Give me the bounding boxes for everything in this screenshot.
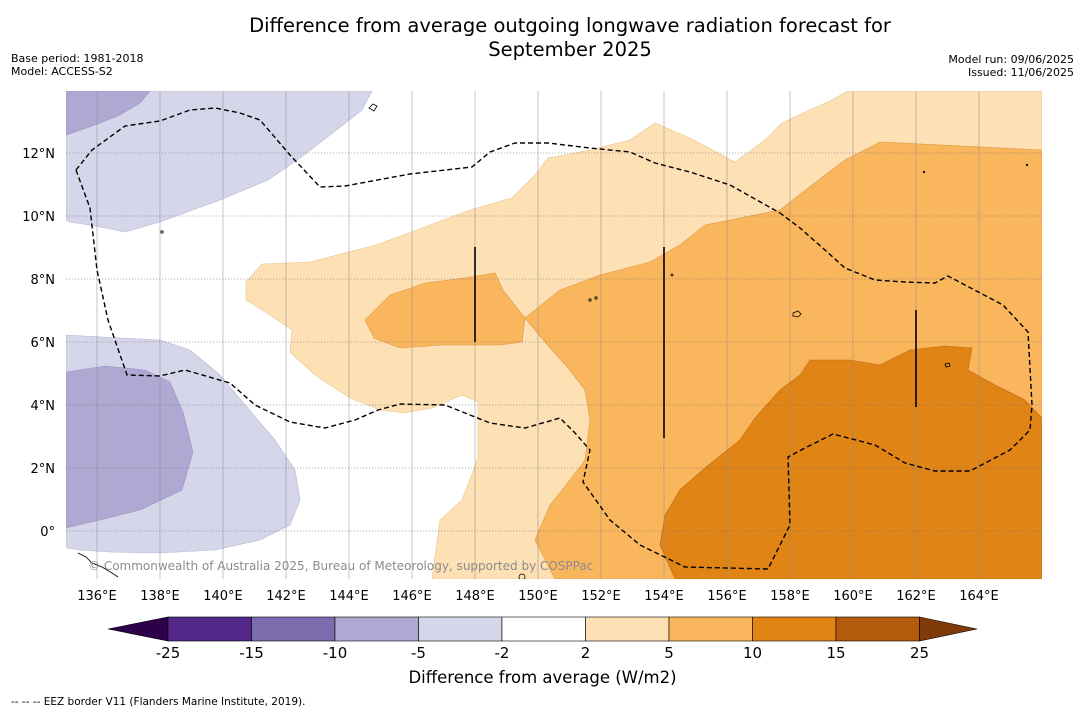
base-period: Base period: 1981-2018 bbox=[11, 52, 144, 65]
lon-tick: 160°E bbox=[833, 589, 873, 604]
parallel-lines bbox=[66, 152, 1042, 532]
copyright-text: © Commonwealth of Australia 2025, Bureau… bbox=[88, 559, 593, 573]
contour-neg-mid-north bbox=[66, 91, 151, 136]
model-name: Model: ACCESS-S2 bbox=[11, 65, 113, 78]
lon-tick: 138°E bbox=[140, 589, 180, 604]
lon-tick: 142°E bbox=[266, 589, 306, 604]
lon-tick: 144°E bbox=[329, 589, 369, 604]
eez-border-west-south bbox=[75, 169, 1033, 570]
colorbar-swatch bbox=[752, 616, 837, 642]
colorbar-high-extend bbox=[919, 616, 978, 642]
colorbar-swatch bbox=[334, 616, 419, 642]
contour-neg-mid-south bbox=[66, 365, 194, 529]
meta-right: Model run: 09/06/2025 Issued: 11/06/2025 bbox=[948, 53, 1074, 79]
colorbar-swatch bbox=[585, 616, 670, 642]
map-title: Difference from average outgoing longwav… bbox=[140, 14, 1000, 62]
islands bbox=[77, 103, 1029, 579]
eez-border-west bbox=[75, 107, 781, 214]
model-run: Model run: 09/06/2025 bbox=[948, 53, 1074, 66]
colorbar-tick: 15 bbox=[826, 644, 845, 662]
colorbar-swatch bbox=[418, 616, 503, 642]
lat-tick: 10°N bbox=[22, 210, 55, 225]
lon-tick: 162°E bbox=[896, 589, 936, 604]
lon-tick: 148°E bbox=[455, 589, 495, 604]
lat-tick: 8°N bbox=[31, 273, 56, 288]
lon-tick: 164°E bbox=[959, 589, 999, 604]
lon-tick: 156°E bbox=[707, 589, 747, 604]
colorbar-swatch bbox=[251, 616, 336, 642]
colorbar-tick: 25 bbox=[910, 644, 929, 662]
lon-tick: 146°E bbox=[392, 589, 432, 604]
issued-date: Issued: 11/06/2025 bbox=[967, 66, 1074, 79]
lat-tick: 0° bbox=[40, 525, 55, 540]
colorbar: -25 -15 -10 -5 -2 2 5 10 15 25 bbox=[107, 616, 978, 662]
colorbar-tick: -15 bbox=[239, 644, 264, 662]
colorbar-swatch bbox=[167, 616, 252, 642]
colorbar-tick: -10 bbox=[323, 644, 348, 662]
lon-tick: 150°E bbox=[518, 589, 558, 604]
colorbar-swatch bbox=[668, 616, 753, 642]
colorbar-label: Difference from average (W/m2) bbox=[408, 668, 677, 687]
colorbar-tick-labels: -25 -15 -10 -5 -2 2 5 10 15 25 bbox=[156, 644, 929, 662]
colorbar-tick: 2 bbox=[581, 644, 591, 662]
footnote: -- -- -- EEZ border V11 (Flanders Marine… bbox=[11, 696, 306, 708]
lon-tick: 136°E bbox=[77, 589, 117, 604]
contour-pos-dark bbox=[659, 345, 1042, 579]
lat-tick: 6°N bbox=[31, 336, 56, 351]
lon-tick: 140°E bbox=[203, 589, 243, 604]
colorbar-tick: 10 bbox=[743, 644, 762, 662]
colorbar-tick: 5 bbox=[664, 644, 674, 662]
map-area: © Commonwealth of Australia 2025, Bureau… bbox=[66, 91, 1042, 579]
colorbar-low-extend bbox=[107, 616, 169, 642]
colorbar-tick: -2 bbox=[495, 644, 510, 662]
colorbar-tick: -25 bbox=[156, 644, 181, 662]
lon-tick: 158°E bbox=[770, 589, 810, 604]
marker-lines bbox=[474, 247, 917, 438]
colorbar-swatch bbox=[835, 616, 920, 642]
lat-tick: 4°N bbox=[31, 399, 56, 414]
colorbar-swatch bbox=[501, 616, 586, 642]
colorbar-tick: -5 bbox=[411, 644, 426, 662]
title-line-1: Difference from average outgoing longwav… bbox=[249, 14, 891, 37]
contour-neg-light-north bbox=[66, 91, 373, 233]
lat-tick: 2°N bbox=[31, 462, 56, 477]
lat-tick: 12°N bbox=[22, 147, 55, 162]
title-line-2: September 2025 bbox=[488, 38, 652, 61]
lat-tick-labels: 12°N 10°N 8°N 6°N 4°N 2°N 0° bbox=[22, 147, 55, 540]
lon-tick: 152°E bbox=[581, 589, 621, 604]
meta-left: Base period: 1981-2018 Model: ACCESS-S2 bbox=[11, 52, 143, 78]
lon-tick: 154°E bbox=[644, 589, 684, 604]
lon-tick-labels: 136°E 138°E 140°E 142°E 144°E 146°E 148°… bbox=[77, 589, 999, 604]
